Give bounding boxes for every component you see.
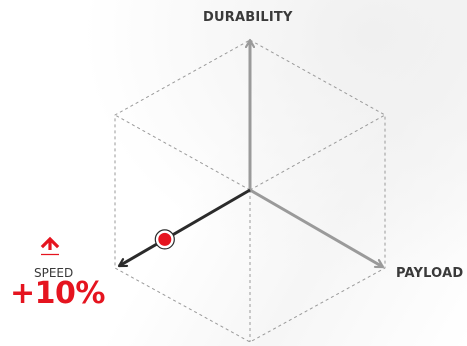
speed-marker-dot <box>158 232 172 246</box>
grid-spoke-lower-right <box>249 114 386 191</box>
speed-stat-panel: SPEED +10% <box>6 232 110 311</box>
arrow-up-icon <box>40 236 60 256</box>
axis-label-durability: DURABILITY <box>203 10 293 25</box>
axis-payload <box>249 188 383 269</box>
axis-speed <box>119 188 251 268</box>
speed-value: +10% <box>10 276 105 311</box>
hexagon-outline <box>114 39 386 343</box>
axis-label-payload: PAYLOAD <box>396 266 464 281</box>
grid-spoke-lower-left <box>114 114 251 191</box>
speed-label: SPEED <box>34 266 74 280</box>
